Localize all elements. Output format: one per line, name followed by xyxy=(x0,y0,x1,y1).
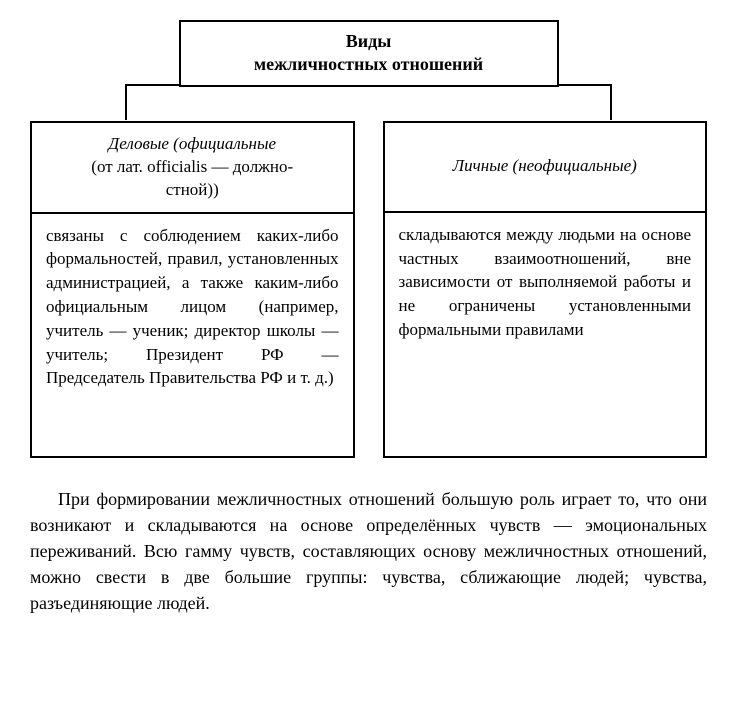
left-header-plain2: стной)) xyxy=(166,180,219,199)
title-line2: межличностных отношений xyxy=(193,53,545,76)
left-column-header: Деловые (официальные (от лат. officialis… xyxy=(32,123,353,214)
left-header-plain1: (от лат. officialis — должно- xyxy=(91,157,293,176)
right-header-italic: Личные (неофициальные) xyxy=(453,156,637,175)
right-column-header: Личные (неофициальные) xyxy=(385,123,706,213)
left-header-italic: Деловые (официальные xyxy=(108,134,276,153)
columns-row: Деловые (официальные (от лат. officialis… xyxy=(30,121,707,458)
diagram-container: Виды межличностных отношений Деловые (оф… xyxy=(30,20,707,458)
right-column: Личные (неофициальные) складываются межд… xyxy=(383,121,708,458)
right-column-body: складываются между людьми на основе част… xyxy=(385,213,706,455)
title-line1: Виды xyxy=(193,30,545,53)
title-box: Виды межличностных отношений xyxy=(179,20,559,87)
connector-vertical-left xyxy=(125,84,127,120)
left-column-body: связаны с соблюдением каких-либо формаль… xyxy=(32,214,353,456)
connector-vertical-right xyxy=(610,84,612,120)
body-paragraph: При формировании межличностных отношений… xyxy=(30,486,707,616)
left-column: Деловые (официальные (от лат. officialis… xyxy=(30,121,355,458)
